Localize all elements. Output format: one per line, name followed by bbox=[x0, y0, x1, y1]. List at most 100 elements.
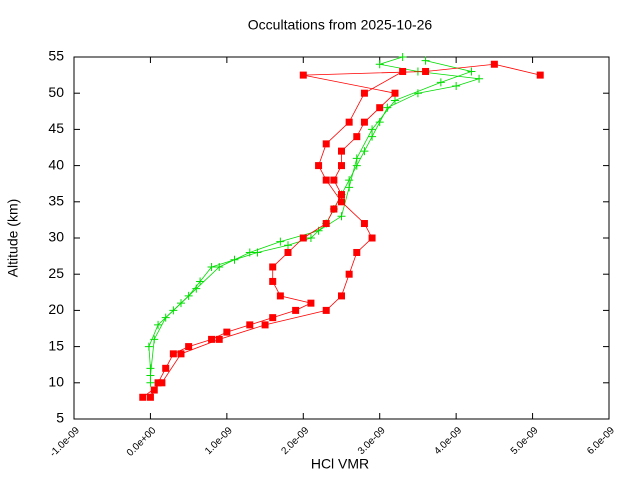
marker bbox=[536, 71, 544, 79]
marker bbox=[360, 118, 368, 126]
marker bbox=[338, 162, 345, 170]
marker bbox=[436, 78, 445, 87]
marker bbox=[345, 270, 353, 278]
marker bbox=[269, 263, 277, 271]
marker bbox=[338, 198, 345, 206]
marker bbox=[162, 364, 170, 372]
marker bbox=[154, 379, 162, 387]
marker bbox=[345, 183, 354, 192]
marker bbox=[276, 237, 285, 246]
series-line bbox=[148, 56, 480, 383]
marker bbox=[452, 81, 461, 90]
marker bbox=[158, 379, 166, 387]
marker bbox=[144, 342, 153, 351]
marker bbox=[207, 262, 216, 271]
y-tick-label: 35 bbox=[48, 193, 64, 209]
marker bbox=[139, 393, 147, 401]
marker bbox=[322, 220, 330, 228]
marker bbox=[322, 140, 330, 148]
marker bbox=[154, 320, 163, 329]
marker bbox=[475, 74, 484, 83]
marker bbox=[338, 191, 345, 199]
y-tick-label: 30 bbox=[48, 229, 64, 245]
marker bbox=[322, 176, 330, 184]
marker bbox=[299, 71, 307, 79]
marker bbox=[368, 125, 377, 134]
marker bbox=[146, 378, 155, 387]
y-tick-label: 15 bbox=[48, 337, 64, 353]
marker bbox=[338, 292, 345, 300]
marker bbox=[185, 343, 193, 351]
y-tick-label: 25 bbox=[48, 265, 64, 281]
marker bbox=[169, 350, 177, 358]
y-tick-label: 40 bbox=[48, 156, 64, 172]
marker bbox=[330, 176, 338, 184]
marker bbox=[337, 212, 346, 221]
x-tick-label: 5.0e-09 bbox=[509, 425, 541, 457]
marker bbox=[269, 314, 277, 322]
marker bbox=[215, 335, 223, 343]
marker bbox=[368, 234, 376, 242]
marker bbox=[422, 67, 430, 75]
chart-title: Occultations from 2025-10-26 bbox=[248, 17, 433, 33]
marker bbox=[284, 248, 292, 256]
y-tick-label: 5 bbox=[56, 410, 64, 426]
marker bbox=[467, 67, 476, 76]
marker bbox=[353, 248, 361, 256]
y-tick-label: 10 bbox=[48, 374, 64, 390]
marker bbox=[177, 299, 185, 308]
marker bbox=[391, 96, 399, 105]
marker bbox=[192, 284, 201, 293]
marker bbox=[246, 321, 254, 329]
marker bbox=[146, 371, 155, 380]
marker bbox=[146, 364, 155, 373]
marker bbox=[352, 161, 361, 170]
marker bbox=[368, 132, 377, 141]
marker bbox=[398, 53, 407, 61]
marker bbox=[352, 154, 361, 163]
x-tick-label: 6.0e-09 bbox=[585, 425, 617, 457]
marker bbox=[276, 292, 284, 300]
marker bbox=[292, 306, 300, 314]
x-tick-label: 1.0e-09 bbox=[203, 425, 235, 457]
marker bbox=[360, 89, 368, 97]
marker bbox=[391, 89, 399, 97]
x-tick-label: 4.0e-09 bbox=[432, 425, 464, 457]
marker bbox=[375, 60, 384, 69]
y-tick-label: 45 bbox=[48, 120, 64, 136]
x-tick-label: 0.0e+00 bbox=[125, 425, 159, 459]
x-axis-label: HCl VMR bbox=[311, 456, 369, 472]
marker bbox=[223, 328, 231, 336]
marker bbox=[261, 321, 269, 329]
marker bbox=[413, 89, 422, 98]
marker bbox=[307, 299, 315, 307]
marker bbox=[299, 234, 307, 242]
marker bbox=[490, 60, 498, 68]
series-line bbox=[150, 60, 473, 376]
marker bbox=[150, 335, 159, 344]
marker bbox=[315, 162, 323, 170]
x-tick-label: 2.0e-09 bbox=[280, 425, 312, 457]
marker bbox=[215, 262, 224, 271]
marker bbox=[245, 248, 254, 257]
marker bbox=[360, 147, 369, 156]
marker bbox=[322, 306, 330, 314]
marker bbox=[330, 205, 338, 213]
marker bbox=[421, 56, 430, 65]
marker bbox=[177, 350, 185, 358]
plot-frame bbox=[73, 56, 610, 420]
series-line bbox=[150, 63, 541, 398]
marker bbox=[150, 386, 158, 394]
marker bbox=[399, 67, 407, 75]
y-tick-label: 55 bbox=[48, 48, 64, 64]
marker bbox=[161, 313, 170, 322]
y-axis-label: Altitude (km) bbox=[5, 199, 21, 278]
marker bbox=[306, 234, 315, 242]
marker bbox=[284, 241, 292, 250]
marker bbox=[345, 176, 354, 185]
marker bbox=[338, 147, 345, 155]
marker bbox=[376, 104, 384, 112]
y-tick-label: 20 bbox=[48, 301, 64, 317]
marker bbox=[345, 118, 353, 126]
